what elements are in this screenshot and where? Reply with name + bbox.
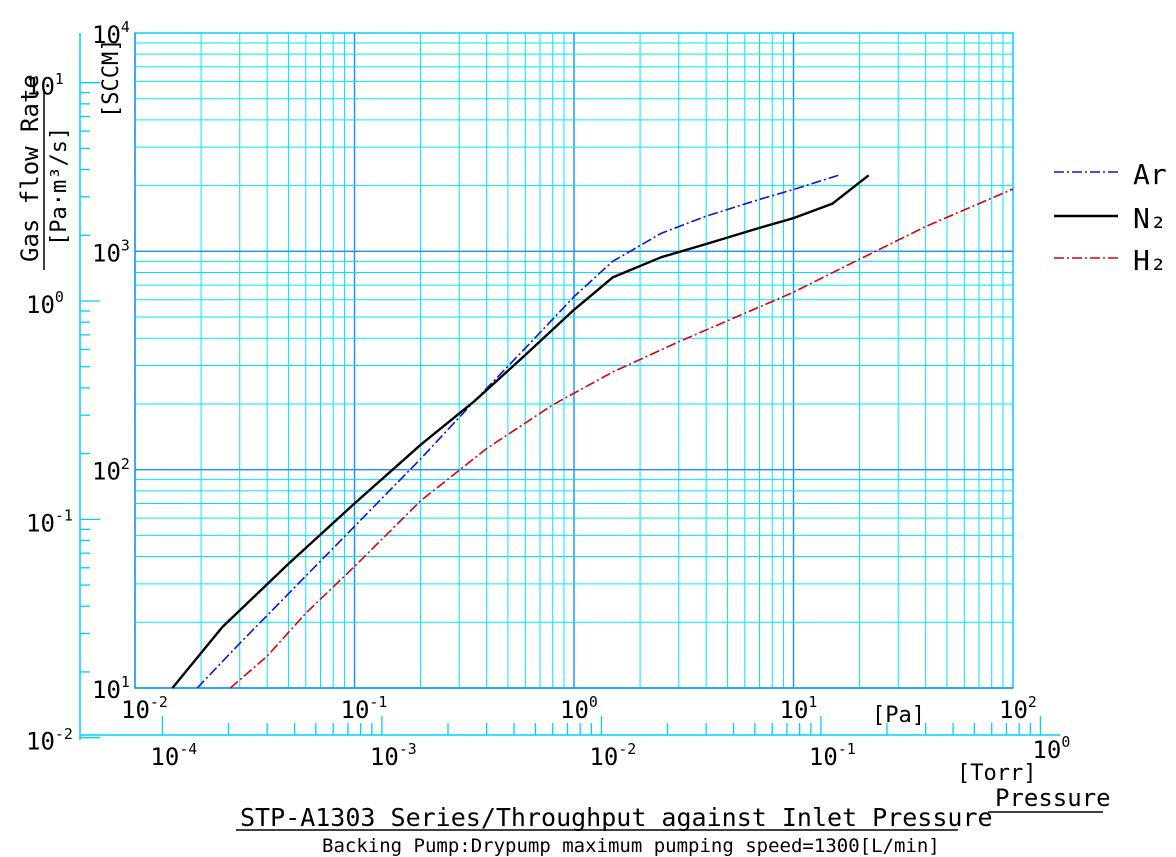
y-tick-label-sccm: 102	[92, 455, 130, 486]
grid-layer	[134, 32, 1014, 689]
x-tick-label-pa: 100	[560, 693, 598, 724]
y-tick-label-pam3s: 10-1	[26, 507, 73, 538]
legend-label-h2: H₂	[1133, 244, 1167, 277]
axis-layer	[79, 33, 1060, 740]
x-tick-label-pa: 102	[999, 693, 1037, 724]
y-tick-label-sccm: 103	[92, 237, 130, 268]
legend: Ar N₂ H₂	[1054, 158, 1167, 277]
y-tick-label-pam3s: 100	[26, 288, 64, 319]
x-tick-label-torr: 10-4	[150, 740, 197, 771]
legend-label-ar: Ar	[1133, 158, 1167, 191]
series-line-n2	[171, 174, 870, 689]
legend-label-n2: N₂	[1133, 202, 1167, 235]
x-tick-label-torr: 100	[1032, 733, 1070, 764]
x-tick-label-pa: 101	[780, 693, 818, 724]
x-unit-pa: [Pa]	[872, 703, 925, 728]
series-line-ar	[196, 174, 839, 689]
series-line-h2	[229, 188, 1014, 689]
x-tick-label-pa: 10-2	[121, 693, 168, 724]
x-tick-label-torr: 10-2	[589, 740, 636, 771]
y-axis-title: Gas flow Rate	[16, 74, 44, 262]
y-unit-pam3s: [Pa·m³/s]	[47, 127, 72, 246]
chart-subtitle: Backing Pump:Drypump maximum pumping spe…	[322, 835, 940, 857]
y-unit-sccm: [SCCM]	[99, 39, 124, 118]
x-axis-title: Pressure	[995, 784, 1111, 812]
y-tick-label-pam3s: 10-2	[26, 725, 73, 756]
x-tick-label-pa: 10-1	[341, 693, 388, 724]
x-tick-label-torr: 10-1	[809, 740, 856, 771]
x-tick-label-torr: 10-3	[370, 740, 417, 771]
x-unit-torr: [Torr]	[957, 761, 1036, 786]
curve-layer	[171, 174, 1014, 689]
chart-title: STP-A1303 Series/Throughput against Inle…	[240, 803, 993, 832]
